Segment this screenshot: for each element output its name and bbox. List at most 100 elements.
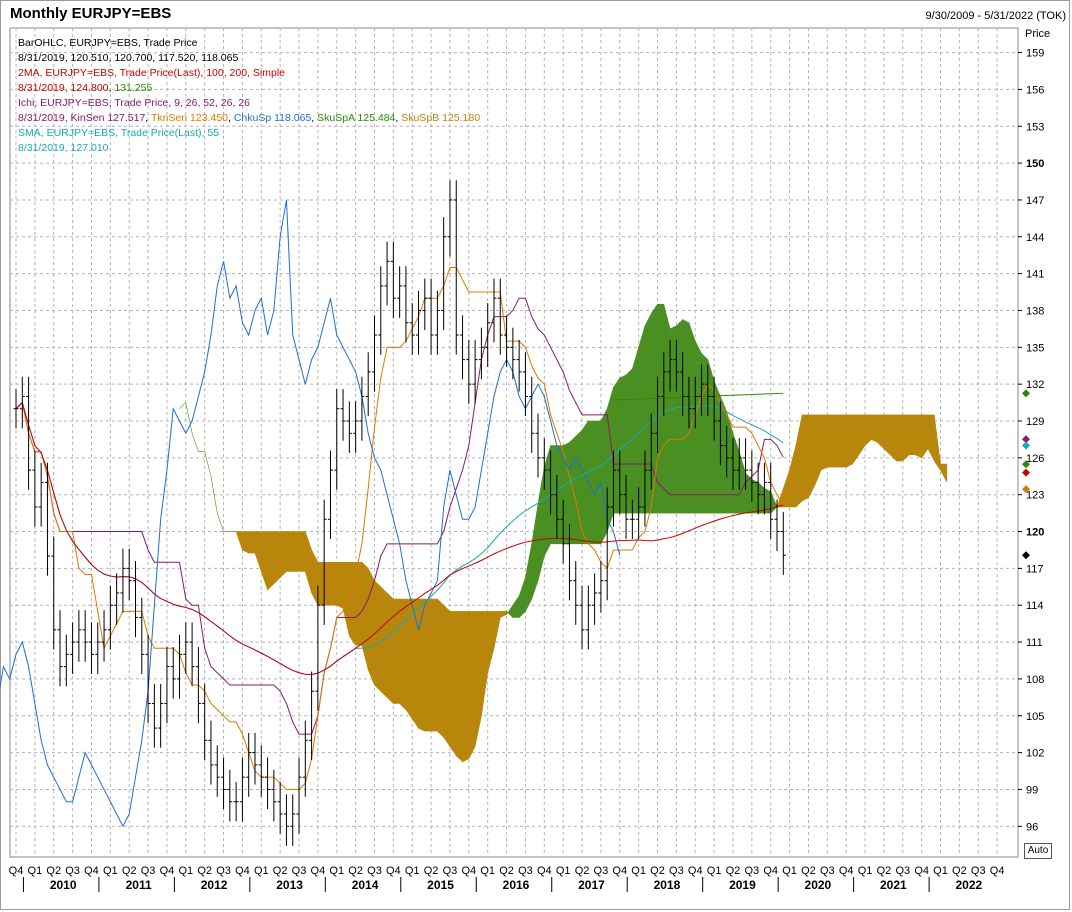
legend-sma-values: 8/31/2019, 127.010 bbox=[18, 142, 109, 154]
cloud-bullish-segment bbox=[556, 445, 564, 545]
cloud-bearish-segment bbox=[871, 414, 878, 443]
y-tick-label: 105 bbox=[1026, 711, 1044, 723]
x-quarter-label: Q1 bbox=[329, 865, 344, 877]
legend-ichi-skuspa: SkuSpA 125.484 bbox=[317, 112, 396, 124]
cloud-bullish-segment bbox=[204, 451, 212, 477]
level-marker bbox=[1022, 441, 1030, 450]
cloud-bearish-segment bbox=[940, 463, 948, 483]
cloud-bearish-segment bbox=[317, 561, 325, 606]
x-quarter-label: Q2 bbox=[801, 865, 816, 877]
cloud-bearish-segment bbox=[361, 561, 369, 670]
ma100-line bbox=[15, 401, 784, 676]
cloud-bullish-segment bbox=[644, 313, 652, 514]
legend-ichi-name: Ichi, EURJPY=EBS, Trade Price, 9, 26, 52… bbox=[18, 97, 250, 109]
legend-ma-values: 8/31/2019, 124.800, 131.255 bbox=[18, 82, 153, 94]
y-tick-label: 96 bbox=[1026, 821, 1038, 833]
x-year-label: 2015 bbox=[427, 878, 454, 892]
auto-scale-button[interactable]: Auto bbox=[1024, 843, 1052, 859]
x-quarter-label: Q1 bbox=[782, 865, 797, 877]
cloud-bullish-segment bbox=[751, 478, 759, 514]
legend-ichi-skuspb: SkuSpB 125.180 bbox=[401, 112, 481, 124]
y-tick-label: 99 bbox=[1026, 784, 1038, 796]
x-quarter-label: Q2 bbox=[46, 865, 61, 877]
x-quarter-label: Q2 bbox=[650, 865, 665, 877]
cloud-bullish-segment bbox=[179, 402, 187, 409]
chikou-span-line bbox=[0, 199, 621, 828]
cloud-bullish-segment bbox=[732, 433, 740, 514]
x-quarter-label: Q4 bbox=[84, 865, 99, 877]
y-tick-label: 123 bbox=[1026, 490, 1044, 502]
cloud-bullish-segment bbox=[632, 347, 639, 514]
x-year-label: 2014 bbox=[352, 878, 379, 892]
cloud-bearish-segment bbox=[336, 561, 344, 609]
x-quarter-label: Q3 bbox=[367, 865, 382, 877]
y-tick-label: 144 bbox=[1026, 232, 1044, 244]
cloud-bearish-segment bbox=[915, 414, 922, 459]
cloud-bullish-segment bbox=[638, 325, 646, 514]
cloud-bearish-segment bbox=[921, 414, 929, 459]
cloud-bearish-segment bbox=[801, 414, 809, 502]
cloud-bearish-segment bbox=[449, 611, 457, 757]
cloud-bearish-segment bbox=[845, 414, 853, 468]
cloud-bearish-segment bbox=[908, 414, 916, 456]
cloud-bearish-segment bbox=[808, 414, 816, 498]
cloud-bearish-segment bbox=[455, 611, 463, 763]
x-quarter-label: Q4 bbox=[235, 865, 250, 877]
cloud-bearish-segment bbox=[286, 531, 294, 572]
cloud-bearish-segment bbox=[367, 568, 375, 686]
cloud-bullish-segment bbox=[537, 467, 545, 581]
cloud-bearish-segment bbox=[267, 531, 275, 591]
x-year-label: 2016 bbox=[503, 878, 530, 892]
cloud-bearish-segment bbox=[933, 414, 941, 472]
x-quarter-label: Q3 bbox=[216, 865, 231, 877]
cloud-bullish-segment bbox=[544, 445, 551, 557]
x-quarter-label: Q2 bbox=[197, 865, 212, 877]
x-quarter-label: Q1 bbox=[254, 865, 269, 877]
x-quarter-label: Q1 bbox=[556, 865, 571, 877]
x-quarter-label: Q4 bbox=[461, 865, 476, 877]
x-quarter-label: Q4 bbox=[160, 865, 175, 877]
cloud-bullish-segment bbox=[676, 318, 683, 514]
x-quarter-label: Q2 bbox=[877, 865, 892, 877]
cloud-bullish-segment bbox=[682, 319, 690, 514]
x-quarter-label: Q3 bbox=[443, 865, 458, 877]
level-marker bbox=[1022, 435, 1030, 444]
x-quarter-label: Q4 bbox=[612, 865, 627, 877]
cloud-bearish-segment bbox=[864, 414, 872, 447]
x-quarter-label: Q3 bbox=[518, 865, 533, 877]
legend-ichi-tknsen: TknSen 123.450 bbox=[150, 112, 228, 124]
level-marker bbox=[1022, 460, 1030, 469]
x-quarter-label: Q2 bbox=[424, 865, 439, 877]
cloud-bullish-segment bbox=[185, 402, 193, 434]
y-tick-label: 135 bbox=[1026, 342, 1044, 354]
x-quarter-label: Q3 bbox=[594, 865, 609, 877]
legend-ichi-chkusp: ChkuSp 118.065 bbox=[233, 112, 312, 124]
x-quarter-label: Q2 bbox=[273, 865, 288, 877]
x-quarter-label: Q2 bbox=[348, 865, 363, 877]
y-tick-label: 117 bbox=[1026, 563, 1044, 575]
x-quarter-label: Q2 bbox=[726, 865, 741, 877]
x-quarter-label: Q1 bbox=[405, 865, 420, 877]
x-quarter-label: Q4 bbox=[839, 865, 854, 877]
level-marker bbox=[1022, 485, 1030, 494]
x-quarter-label: Q3 bbox=[745, 865, 760, 877]
cloud-bearish-segment bbox=[902, 414, 910, 462]
chart-title: Monthly EURJPY=EBS bbox=[10, 5, 172, 22]
cloud-bullish-segment bbox=[694, 341, 702, 514]
x-quarter-label: Q3 bbox=[895, 865, 910, 877]
x-quarter-label: Q2 bbox=[952, 865, 967, 877]
y-tick-label: 138 bbox=[1026, 305, 1044, 317]
cloud-bearish-segment bbox=[814, 414, 822, 486]
cloud-bearish-segment bbox=[795, 414, 803, 508]
cloud-bullish-segment bbox=[506, 604, 514, 619]
cloud-bearish-segment bbox=[342, 561, 350, 636]
x-quarter-label: Q4 bbox=[9, 865, 24, 877]
legend-ichi-values: 8/31/2019, KinSen 127.517, TknSen 123.45… bbox=[18, 112, 481, 124]
x-year-label: 2021 bbox=[880, 878, 907, 892]
cloud-bullish-segment bbox=[707, 359, 715, 514]
x-quarter-label: Q1 bbox=[858, 865, 873, 877]
y-tick-label: 150 bbox=[1026, 158, 1044, 170]
x-quarter-label: Q3 bbox=[820, 865, 835, 877]
x-quarter-label: Q4 bbox=[688, 865, 703, 877]
